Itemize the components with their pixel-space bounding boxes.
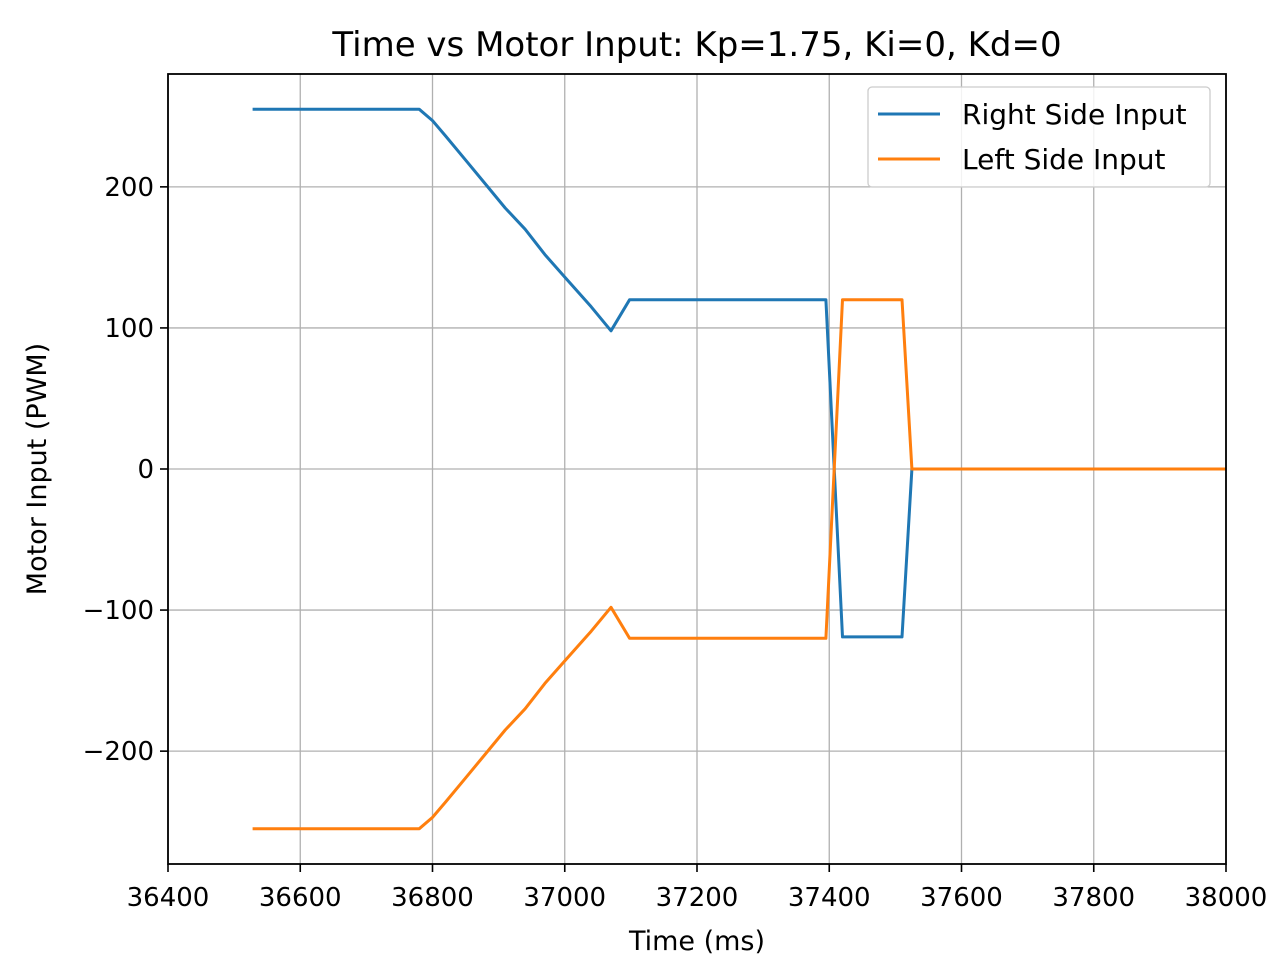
y-tick-label: 100 <box>104 314 154 344</box>
x-tick-label: 37600 <box>920 883 1003 913</box>
y-tick-label: 200 <box>104 173 154 203</box>
y-tick-label: −100 <box>83 596 154 626</box>
legend: Right Side Input Left Side Input <box>867 86 1211 188</box>
x-tick-label: 37400 <box>788 883 871 913</box>
legend-label-right-side-input: Right Side Input <box>962 98 1187 131</box>
x-tick-label: 37200 <box>656 883 739 913</box>
x-tick-label: 37800 <box>1052 883 1135 913</box>
x-tick-label: 36600 <box>259 883 342 913</box>
chart-title: Time vs Motor Input: Kp=1.75, Ki=0, Kd=0 <box>331 25 1061 65</box>
x-axis-label: Time (ms) <box>628 926 765 957</box>
series-line-right-side-input <box>252 107 914 639</box>
x-tick-label: 38000 <box>1185 883 1268 913</box>
x-tick-label: 36800 <box>391 883 474 913</box>
y-axis-label: Motor Input (PWM) <box>22 343 53 595</box>
x-tick-label: 37000 <box>523 883 606 913</box>
y-tick-label: −200 <box>83 737 154 767</box>
y-tick-label: 0 <box>137 455 154 485</box>
legend-box <box>867 86 1211 188</box>
series-line-left-side-input <box>252 298 1226 831</box>
legend-label-left-side-input: Left Side Input <box>962 143 1166 176</box>
series-lines <box>252 107 1226 831</box>
ticks: 36400 36600 36800 37000 37200 37400 37600 37800… <box>83 173 1268 913</box>
x-tick-label: 36400 <box>127 883 210 913</box>
